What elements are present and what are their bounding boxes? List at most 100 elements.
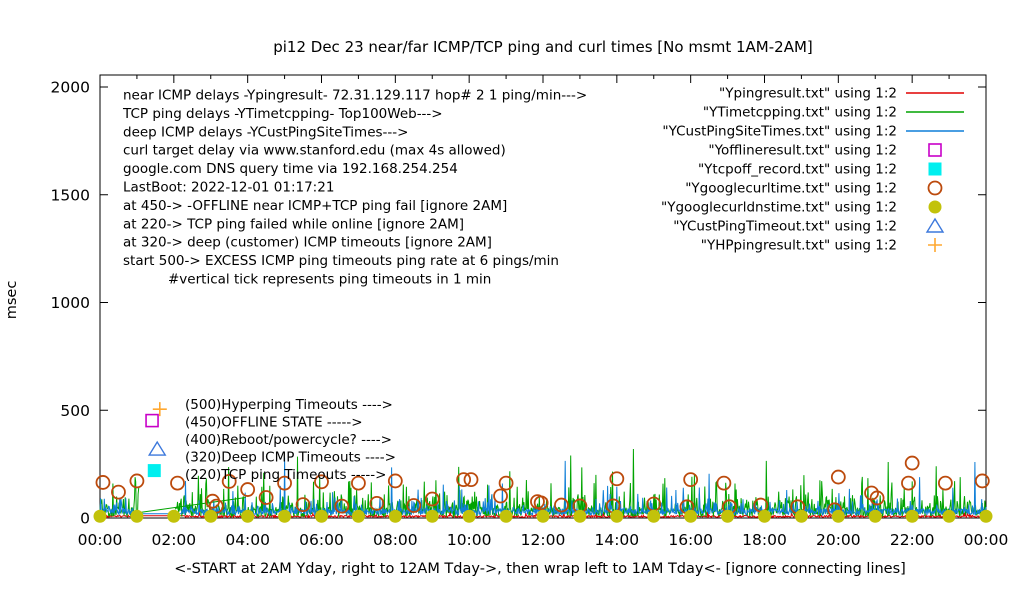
annotation-line: curl target delay via www.stanford.edu (… bbox=[123, 143, 506, 159]
open-circle-marker bbox=[554, 497, 569, 513]
inplot-label: (500)Hyperping Timeouts ----> bbox=[185, 397, 393, 413]
filled-circle-marker bbox=[831, 509, 845, 523]
filled-circle-marker bbox=[928, 200, 942, 214]
filled-circle-marker bbox=[942, 509, 956, 523]
filled-circle-marker bbox=[425, 509, 439, 523]
legend-entry-label: "Ypingresult.txt" using 1:2 bbox=[719, 86, 897, 102]
open-circle-marker bbox=[683, 472, 699, 488]
filled-circle-marker bbox=[536, 509, 550, 523]
open-circle-marker bbox=[904, 455, 920, 471]
inplot-label: (220)TCP ping Timeouts -----> bbox=[185, 467, 387, 483]
filled-circle-marker bbox=[241, 509, 255, 523]
filled-square-marker bbox=[928, 162, 942, 176]
annotation-line: near ICMP delays -Ypingresult- 72.31.129… bbox=[123, 88, 587, 104]
x-axis-label: <-START at 2AM Yday, right to 12AM Tday-… bbox=[174, 561, 906, 577]
open-circle-marker bbox=[334, 498, 350, 514]
y-tick-label: 1000 bbox=[51, 294, 90, 312]
x-tick-label: 22:00 bbox=[890, 531, 935, 549]
annotation-line: LastBoot: 2022-12-01 01:17:21 bbox=[123, 180, 334, 196]
annotation-line: start 500-> EXCESS ICMP ping timeouts pi… bbox=[123, 253, 559, 269]
open-circle-marker bbox=[927, 180, 943, 196]
open-circle-marker bbox=[221, 473, 237, 489]
open-circle-marker bbox=[533, 495, 549, 511]
annotation-line: at 450-> -OFFLINE near ICMP+TCP ping fai… bbox=[123, 198, 507, 214]
open-circle-marker bbox=[369, 495, 385, 511]
open-circle-marker bbox=[314, 474, 329, 490]
x-tick-label: 12:00 bbox=[521, 531, 566, 549]
filled-circle-marker bbox=[93, 509, 107, 523]
filled-circle-marker bbox=[278, 509, 292, 523]
open-circle-marker bbox=[277, 475, 292, 491]
open-circle-marker bbox=[974, 473, 990, 489]
x-tick-label: 08:00 bbox=[373, 531, 418, 549]
legend-entry-label: "Ygooglecurldnstime.txt" using 1:2 bbox=[661, 200, 897, 216]
x-tick-label: 20:00 bbox=[816, 531, 861, 549]
legend-entry-label: "YHPpingresult.txt" using 1:2 bbox=[701, 238, 897, 254]
open-circle-marker bbox=[240, 482, 256, 497]
open-circle-marker bbox=[869, 490, 885, 506]
open-square-marker bbox=[145, 413, 159, 428]
wrap-connector-line bbox=[138, 497, 246, 514]
legend-entry-label: "Yofflineresult.txt" using 1:2 bbox=[708, 143, 897, 159]
x-tick-label: 18:00 bbox=[742, 531, 787, 549]
legend-entry-label: "YCustPingTimeout.txt" using 1:2 bbox=[673, 219, 897, 235]
open-circle-marker bbox=[864, 485, 879, 501]
filled-circle-marker bbox=[979, 509, 993, 523]
open-circle-marker bbox=[95, 475, 111, 490]
open-circle-marker bbox=[937, 475, 953, 491]
open-circle-marker bbox=[716, 475, 732, 491]
x-tick-label: 00:00 bbox=[964, 531, 1009, 549]
filled-circle-marker bbox=[167, 509, 181, 523]
open-circle-marker bbox=[456, 472, 472, 488]
inplot-label: (320)Deep ICMP Timeouts ----> bbox=[185, 449, 396, 465]
open-circle-marker bbox=[351, 475, 366, 491]
annotation-line: at 320-> deep (customer) ICMP timeouts [… bbox=[123, 235, 492, 251]
y-tick-label: 0 bbox=[80, 510, 90, 528]
y-tick-label: 1500 bbox=[51, 186, 90, 204]
open-circle-marker bbox=[208, 498, 224, 514]
filled-circle-marker bbox=[204, 509, 218, 523]
open-circle-marker bbox=[609, 471, 625, 487]
x-tick-label: 14:00 bbox=[594, 531, 639, 549]
open-circle-marker bbox=[406, 498, 422, 513]
filled-square-marker bbox=[147, 464, 161, 478]
annotation-line: #vertical tick represents ping timeouts … bbox=[168, 272, 491, 288]
filled-circle-marker bbox=[721, 509, 735, 523]
open-triangle-marker bbox=[925, 217, 945, 233]
x-tick-label: 04:00 bbox=[225, 531, 270, 549]
filled-circle-marker bbox=[499, 509, 513, 523]
plus-marker bbox=[928, 238, 942, 252]
inplot-label: (400)Reboot/powercycle? ----> bbox=[185, 432, 392, 448]
annotation-line: TCP ping delays -YTimetcpping- Top100Web… bbox=[122, 106, 443, 122]
filled-circle-marker bbox=[130, 509, 144, 523]
x-tick-label: 02:00 bbox=[151, 531, 196, 549]
filled-circle-marker bbox=[610, 509, 624, 523]
filled-circle-marker bbox=[794, 509, 808, 523]
inplot-label: (450)OFFLINE STATE -----> bbox=[185, 414, 363, 430]
open-circle-marker bbox=[295, 497, 311, 513]
open-circle-marker bbox=[129, 473, 145, 489]
open-circle-marker bbox=[830, 469, 846, 485]
open-circle-marker bbox=[424, 491, 440, 507]
annotation-line: deep ICMP delays -YCustPingSiteTimes---> bbox=[123, 124, 408, 140]
open-circle-marker bbox=[463, 472, 479, 488]
x-tick-label: 16:00 bbox=[668, 531, 713, 549]
y-tick-label: 2000 bbox=[51, 79, 90, 97]
filled-circle-marker bbox=[684, 509, 698, 523]
annotation-line: at 220-> TCP ping failed while online [i… bbox=[123, 216, 464, 232]
legend-entry-label: "Ytcpoff_record.txt" using 1:2 bbox=[698, 162, 897, 178]
filled-circle-marker bbox=[868, 509, 882, 523]
x-tick-label: 00:00 bbox=[78, 531, 123, 549]
open-circle-marker bbox=[111, 484, 126, 500]
legend-entry-label: "YTimetcpping.txt" using 1:2 bbox=[703, 105, 897, 121]
open-circle-marker bbox=[901, 475, 916, 491]
chart-generated-content: 00:00 02:00 04:00 06:00 08:00 10:00 12:00 14:00… bbox=[51, 74, 1009, 549]
open-circle-marker bbox=[170, 475, 185, 491]
annotation-line: google.com DNS query time via 192.168.25… bbox=[123, 161, 458, 177]
legend-entry-label: "Ygooglecurltime.txt" using 1:2 bbox=[685, 181, 897, 197]
filled-circle-marker bbox=[388, 509, 402, 523]
filled-circle-marker bbox=[905, 509, 919, 523]
filled-circle-marker bbox=[351, 509, 365, 523]
legend-entry-label: "YCustPingSiteTimes.txt" using 1:2 bbox=[662, 124, 897, 140]
